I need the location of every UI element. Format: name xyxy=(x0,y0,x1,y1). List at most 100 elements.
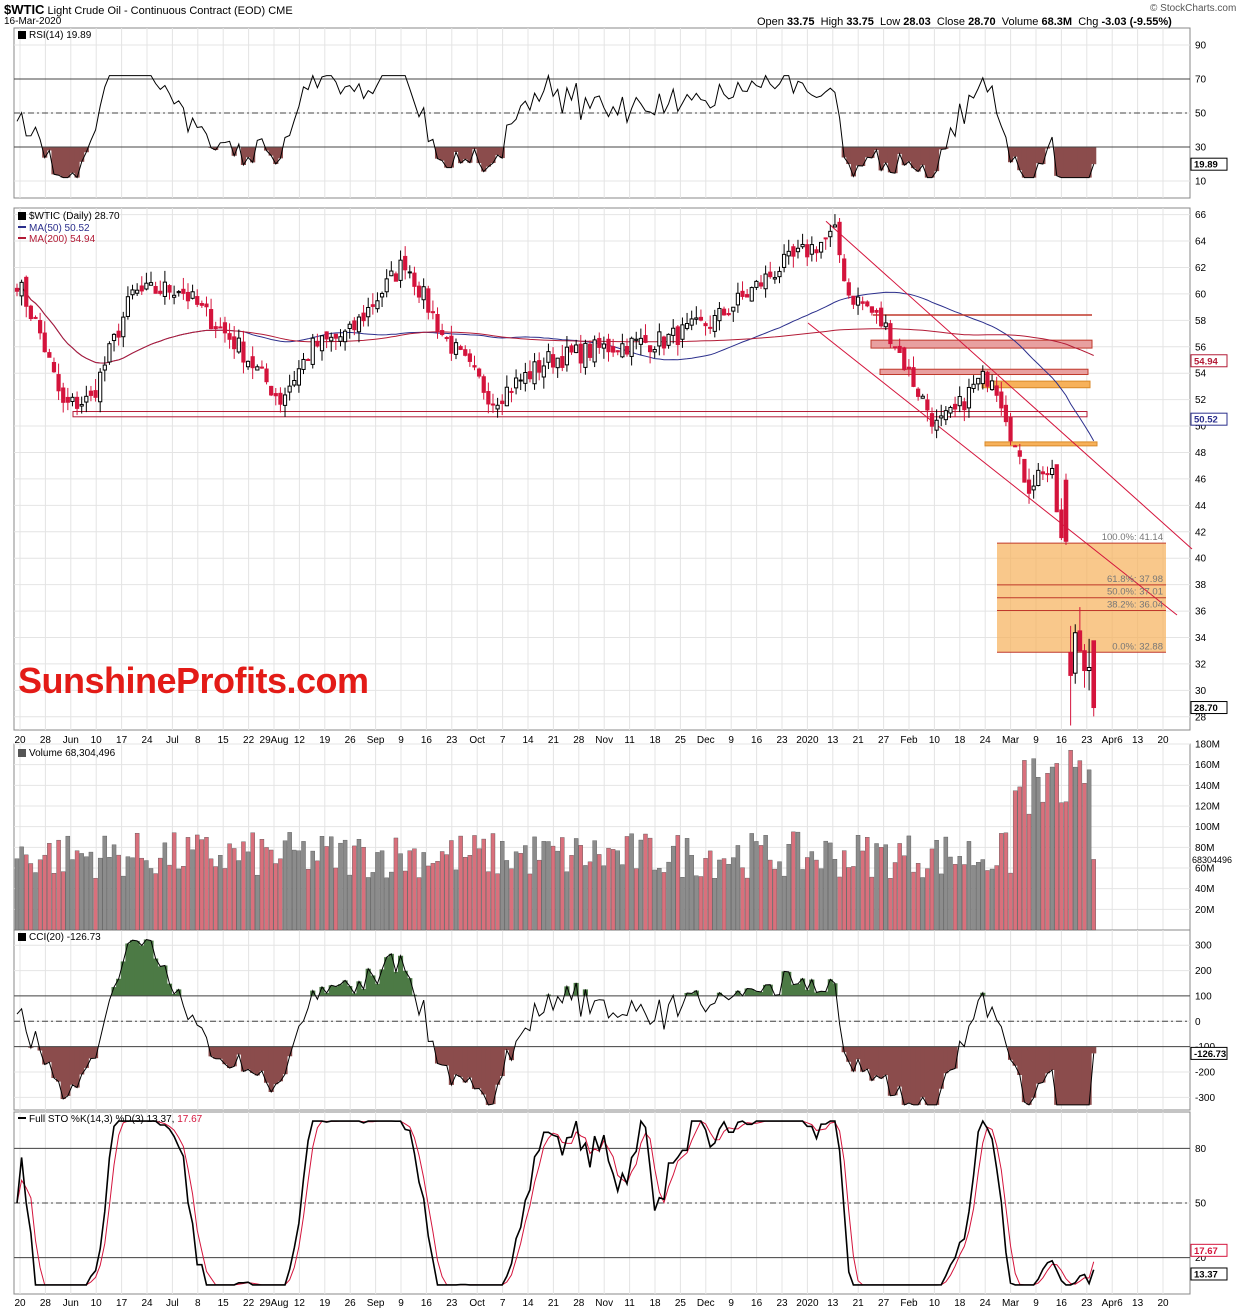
x-tick-label: Apr6 xyxy=(1102,1298,1124,1309)
instrument-name: Light Crude Oil - Continuous Contract (E… xyxy=(47,5,266,17)
close-label: Close xyxy=(936,16,966,28)
volume-bar xyxy=(14,858,20,931)
volume-bar xyxy=(481,838,486,931)
rsi-value-tag: 19.89 xyxy=(1194,160,1218,171)
volume-bar xyxy=(754,841,759,931)
x-tick-label: 9 xyxy=(728,1298,734,1309)
x-tick-label: Sep xyxy=(367,1298,385,1309)
volume-bar xyxy=(832,859,838,931)
volume-bar xyxy=(1077,760,1083,931)
candle-body xyxy=(837,221,842,256)
candle-body xyxy=(569,345,574,353)
x-tick-label: 11 xyxy=(624,1298,635,1309)
cci-line xyxy=(16,938,1095,1106)
volume-bar xyxy=(989,868,995,931)
candle-body xyxy=(199,303,204,306)
x-tick-label: 21 xyxy=(548,1298,560,1309)
volume-bar xyxy=(925,868,930,931)
sto-panel-label: Full STO %K(14,3) %D(3) 13.37, 17.67 xyxy=(18,1114,202,1125)
candle-body xyxy=(375,300,380,310)
candle-body xyxy=(782,253,787,268)
volume-bar xyxy=(624,836,630,931)
volume-bar xyxy=(915,863,921,931)
x-tick-label: 9 xyxy=(728,735,734,746)
chg-value: -3.03 (-9.55%) xyxy=(1101,16,1172,28)
candle-body xyxy=(490,403,496,406)
volume-bar xyxy=(791,831,796,931)
candle-body xyxy=(185,291,191,302)
candle-body xyxy=(1022,458,1027,483)
volume-bar xyxy=(282,840,288,931)
candle-body xyxy=(620,343,625,358)
volume-bar xyxy=(892,862,898,931)
candle-body xyxy=(920,395,925,399)
candle-body xyxy=(934,419,939,431)
candle-body xyxy=(333,333,338,339)
candle-body xyxy=(426,288,431,313)
volume-bar xyxy=(144,860,149,931)
candle-body xyxy=(282,394,288,406)
volume-bar xyxy=(952,864,958,931)
vol-y-tick-label: 100M xyxy=(1195,822,1220,833)
volume-bar xyxy=(536,859,542,931)
volume-bar xyxy=(463,857,468,931)
rsi-y-tick-label: 90 xyxy=(1195,41,1207,52)
candle-body xyxy=(666,333,671,346)
candle-body xyxy=(879,307,884,327)
price-y-tick-label: 56 xyxy=(1195,342,1207,353)
volume-bar xyxy=(597,854,602,931)
candle-body xyxy=(684,323,690,329)
x-tick-label: 27 xyxy=(878,735,890,746)
volume-bar xyxy=(911,871,916,931)
volume-bar xyxy=(1091,859,1096,931)
ma200-label-text: MA(200) 54.94 xyxy=(29,234,96,245)
volume-bar xyxy=(814,859,819,931)
volume-bar xyxy=(305,869,311,931)
x-tick-label: 12 xyxy=(294,735,306,746)
candle-body xyxy=(587,343,593,358)
candle-body xyxy=(384,278,389,293)
volume-bar xyxy=(564,871,570,931)
chart-date: 16-Mar-2020 xyxy=(4,16,62,27)
x-tick-label: 15 xyxy=(218,1298,230,1309)
price-y-tick-label: 54 xyxy=(1195,369,1207,380)
candle-body xyxy=(939,415,944,419)
candle-body xyxy=(102,364,107,371)
x-tick-label: 21 xyxy=(548,735,560,746)
volume-bar xyxy=(116,854,121,931)
x-tick-label: 16 xyxy=(751,735,763,746)
volume-bar xyxy=(601,865,607,931)
volume-bar xyxy=(860,850,865,931)
sto-d-value-tag-box xyxy=(1190,1243,1228,1257)
sto-d-value-tag: 17.67 xyxy=(1194,1246,1218,1257)
x-tick-label: 25 xyxy=(675,735,687,746)
cci-y-tick-label: -300 xyxy=(1195,1093,1215,1104)
volume-bar xyxy=(527,873,533,931)
volume-bar xyxy=(980,859,986,931)
candle-body xyxy=(481,376,486,393)
volume-bar xyxy=(190,849,195,931)
volume-bar xyxy=(555,850,560,931)
volume-bar xyxy=(255,874,260,931)
candle-body xyxy=(745,294,750,298)
candle-body xyxy=(421,286,426,301)
volume-bar xyxy=(578,845,583,931)
x-tick-label: 7 xyxy=(500,735,506,746)
x-tick-label: 13 xyxy=(1132,1298,1144,1309)
close-value-tag: 28.70 xyxy=(1194,703,1218,714)
price-y-tick-label: 40 xyxy=(1195,554,1207,565)
x-tick-label: Jun xyxy=(63,735,79,746)
volume-bar xyxy=(426,865,431,931)
volume-bar xyxy=(966,841,972,931)
volume-bar xyxy=(130,857,135,931)
volume-bar xyxy=(934,840,939,931)
volume-bar xyxy=(28,863,34,931)
volume-bar xyxy=(467,855,473,931)
candle-body xyxy=(638,337,643,345)
volume-bar xyxy=(721,858,727,931)
sto-label-text: Full STO %K(14,3) %D(3) 13.37, xyxy=(29,1114,175,1125)
volume-bar xyxy=(698,876,704,931)
volume-bar xyxy=(352,845,357,931)
candle-body xyxy=(680,324,685,340)
gap-band xyxy=(984,441,1098,447)
